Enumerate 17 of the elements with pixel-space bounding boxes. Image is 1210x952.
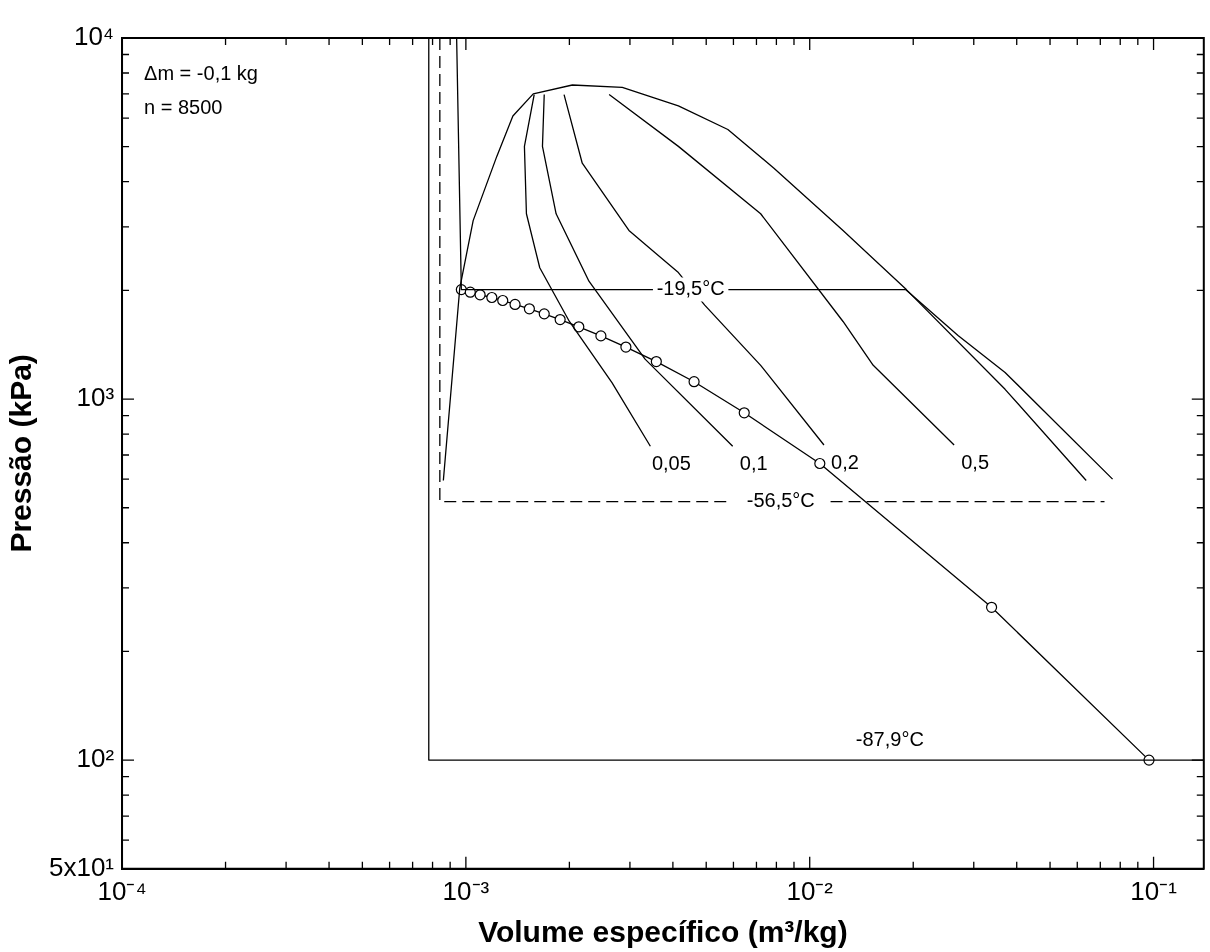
x-tick-label: 10⁻¹: [1130, 875, 1178, 906]
series-label: -56,5°C: [746, 489, 815, 512]
y-axis-title: Pressão (kPa): [4, 354, 38, 553]
y-tick-label: 10²: [76, 743, 115, 774]
annotation: n = 8500: [144, 95, 223, 118]
x-tick-label: 10⁻³: [442, 875, 490, 906]
x-tick-label: 10⁻²: [786, 875, 834, 906]
series-label: -19,5°C: [656, 277, 725, 300]
annotation: -87,9°C: [855, 727, 924, 750]
annotation: Δm = -0,1 kg: [144, 61, 259, 84]
series-label: 0,1: [739, 451, 768, 474]
y-tick-label: 10³: [76, 382, 115, 413]
x-axis-title: Volume específico (m³/kg): [478, 915, 848, 949]
series-label: 0,2: [831, 450, 859, 473]
series-label: 0,05: [651, 451, 691, 474]
series-label: 0,5: [961, 450, 990, 473]
y-tick-label: 10⁴: [73, 21, 115, 52]
